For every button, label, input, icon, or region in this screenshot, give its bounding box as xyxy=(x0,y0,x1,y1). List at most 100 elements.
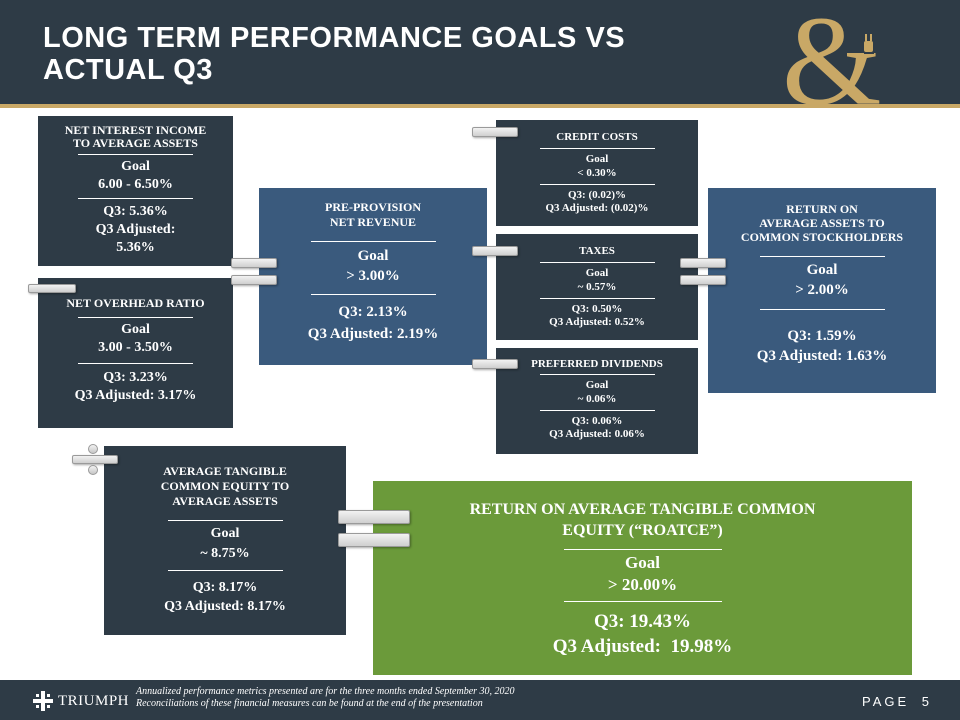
roaa-goal-value: > 2.00% xyxy=(795,282,849,298)
credit-q3-adjusted: Q3 Adjusted: (0.02)% xyxy=(545,202,649,214)
nii-metric-box: NET INTEREST INCOME TO AVERAGE ASSETS Go… xyxy=(38,116,233,266)
credit-goal-label: Goal xyxy=(585,153,609,165)
roaa-heading-line-1: RETURN ON xyxy=(786,202,858,216)
page-label: PAGE xyxy=(862,694,910,709)
credit-goal-value: < 0.30% xyxy=(577,167,617,179)
taxes-goal-label: Goal xyxy=(585,267,609,279)
preferred-goal-label: Goal xyxy=(585,379,609,391)
tce-heading-line-1: AVERAGE TANGIBLE xyxy=(163,464,287,478)
divide-bar-icon xyxy=(72,455,118,464)
pprev-q3-adjusted: Q3 Adjusted: 2.19% xyxy=(307,326,439,342)
roatce-divider xyxy=(563,549,722,550)
taxes-divider xyxy=(539,262,655,263)
minus-connector-preferred-icon xyxy=(472,359,518,369)
tce-divider-2 xyxy=(167,570,283,571)
preferred-goal-value: ~ 0.06% xyxy=(577,393,617,405)
tce-heading-line-3: AVERAGE ASSETS xyxy=(172,494,278,508)
preferred-divider xyxy=(539,374,655,375)
footer-logo: TRIUMPH xyxy=(32,689,129,713)
roatce-goal-value: > 20.00% xyxy=(607,575,678,594)
roaa-q3-adjusted: Q3 Adjusted: 1.63% xyxy=(756,348,888,364)
nii-divider xyxy=(78,154,193,155)
minus-connector-left-icon xyxy=(28,284,76,293)
roaa-heading-line-2: AVERAGE ASSETS TO xyxy=(759,216,885,230)
roatce-heading-line-1: RETURN ON AVERAGE TANGIBLE COMMON xyxy=(469,501,816,518)
page-title: LONG TERM PERFORMANCE GOALS VS ACTUAL Q3 xyxy=(43,22,743,86)
roaa-heading-line-3: COMMON STOCKHOLDERS xyxy=(740,230,904,244)
pprev-metric-box: PRE-PROVISION NET REVENUE Goal > 3.00% Q… xyxy=(259,188,487,365)
preferred-heading: PREFERRED DIVIDENDS xyxy=(531,358,663,370)
footer-note: Annualized performance metrics presented… xyxy=(136,686,515,710)
tce-divider xyxy=(167,520,283,521)
footer-note-line-2: Reconciliations of these financial measu… xyxy=(136,698,483,709)
footer-logo-text: TRIUMPH xyxy=(58,692,130,709)
equals-connector-top-bar-icon xyxy=(231,258,277,268)
pprev-heading-line-1: PRE-PROVISION xyxy=(324,200,421,214)
pprev-goal-value: > 3.00% xyxy=(346,268,400,284)
credit-q3-value: Q3: (0.02)% xyxy=(567,189,627,201)
tce-heading: AVERAGE TANGIBLE COMMON EQUITY TO AVERAG… xyxy=(104,464,346,509)
taxes-divider-2 xyxy=(539,298,655,299)
header-accent-rule xyxy=(0,104,960,108)
taxes-q3-value: Q3: 0.50% xyxy=(571,303,623,315)
preferred-q3-value: Q3: 0.06% xyxy=(571,415,623,427)
taxes-goal-value: ~ 0.57% xyxy=(577,281,617,293)
svg-text:&: & xyxy=(782,0,882,110)
equals-connector-roatce-bottom-bar-icon xyxy=(338,533,410,547)
nii-heading-line-1: NET INTEREST INCOME xyxy=(64,123,207,137)
overhead-goal-value: 3.00 - 3.50% xyxy=(98,340,173,355)
pprev-q3-value: Q3: 2.13% xyxy=(338,304,408,320)
taxes-heading: TAXES xyxy=(579,245,615,257)
pprev-heading-line-2: NET REVENUE xyxy=(329,215,417,229)
divide-dot-bottom-icon xyxy=(88,465,98,475)
nii-goal-value: 6.00 - 6.50% xyxy=(98,177,173,192)
roaa-divider xyxy=(759,256,885,257)
taxes-q3-adjusted: Q3 Adjusted: 0.52% xyxy=(549,316,645,328)
roatce-metric-box: RETURN ON AVERAGE TANGIBLE COMMON EQUITY… xyxy=(373,481,912,675)
page-title-line-2: ACTUAL Q3 xyxy=(43,54,213,86)
overhead-goal-label: Goal xyxy=(121,322,150,337)
pprev-divider xyxy=(310,241,436,242)
footer-bar xyxy=(0,680,960,720)
equals-connector-roatce-top-bar-icon xyxy=(338,510,410,524)
tce-q3-adjusted: Q3 Adjusted: 8.17% xyxy=(164,599,286,614)
ampersand-plug-logo-icon: & xyxy=(782,0,882,110)
page-number: PAGE 5 xyxy=(862,694,932,709)
page-title-line-1: LONG TERM PERFORMANCE GOALS VS xyxy=(43,22,626,54)
overhead-divider xyxy=(78,317,193,318)
pprev-heading: PRE-PROVISION NET REVENUE xyxy=(259,200,487,230)
nii-divider-2 xyxy=(78,198,193,199)
nii-goal-label: Goal xyxy=(121,159,150,174)
overhead-divider-2 xyxy=(78,363,193,364)
credit-heading: CREDIT COSTS xyxy=(556,131,638,143)
roaa-goal-label: Goal xyxy=(806,262,838,278)
page-number-value: 5 xyxy=(921,694,933,709)
equals-connector-bottom-bar-icon xyxy=(231,275,277,285)
roatce-divider-2 xyxy=(563,601,722,602)
tce-q3-value: Q3: 8.17% xyxy=(192,580,258,595)
roatce-heading: RETURN ON AVERAGE TANGIBLE COMMON EQUITY… xyxy=(373,499,912,541)
credit-divider-2 xyxy=(539,184,655,185)
preferred-dividends-box: PREFERRED DIVIDENDS Goal ~ 0.06% Q3: 0.0… xyxy=(496,348,698,454)
overhead-q3-value: Q3: 3.23% xyxy=(103,370,168,385)
roaa-divider-2 xyxy=(759,309,885,310)
roatce-goal-label: Goal xyxy=(625,553,660,572)
nii-heading: NET INTEREST INCOME TO AVERAGE ASSETS xyxy=(38,124,233,150)
nii-q3-value: Q3: 5.36% xyxy=(103,204,168,219)
divide-dot-top-icon xyxy=(88,444,98,454)
pprev-goal-label: Goal xyxy=(357,248,389,264)
tce-goal-label: Goal xyxy=(210,526,240,541)
roaa-metric-box: RETURN ON AVERAGE ASSETS TO COMMON STOCK… xyxy=(708,188,936,393)
roatce-q3-adjusted: Q3 Adjusted: 19.98% xyxy=(552,636,733,657)
roaa-q3-value: Q3: 1.59% xyxy=(787,328,857,344)
tce-heading-line-2: COMMON EQUITY TO xyxy=(160,479,290,493)
footer-note-line-1: Annualized performance metrics presented… xyxy=(136,686,515,697)
roaa-heading: RETURN ON AVERAGE ASSETS TO COMMON STOCK… xyxy=(708,202,936,244)
nii-q3-adjusted-value: 5.36% xyxy=(116,240,155,255)
tce-goal-value: ~ 8.75% xyxy=(200,546,250,561)
preferred-q3-adjusted: Q3 Adjusted: 0.06% xyxy=(549,428,645,440)
pprev-divider-2 xyxy=(310,294,436,295)
credit-costs-box: CREDIT COSTS Goal < 0.30% Q3: (0.02)% Q3… xyxy=(496,120,698,226)
equals-connector-roaa-bottom-bar-icon xyxy=(680,275,726,285)
minus-connector-taxes-icon xyxy=(472,246,518,256)
